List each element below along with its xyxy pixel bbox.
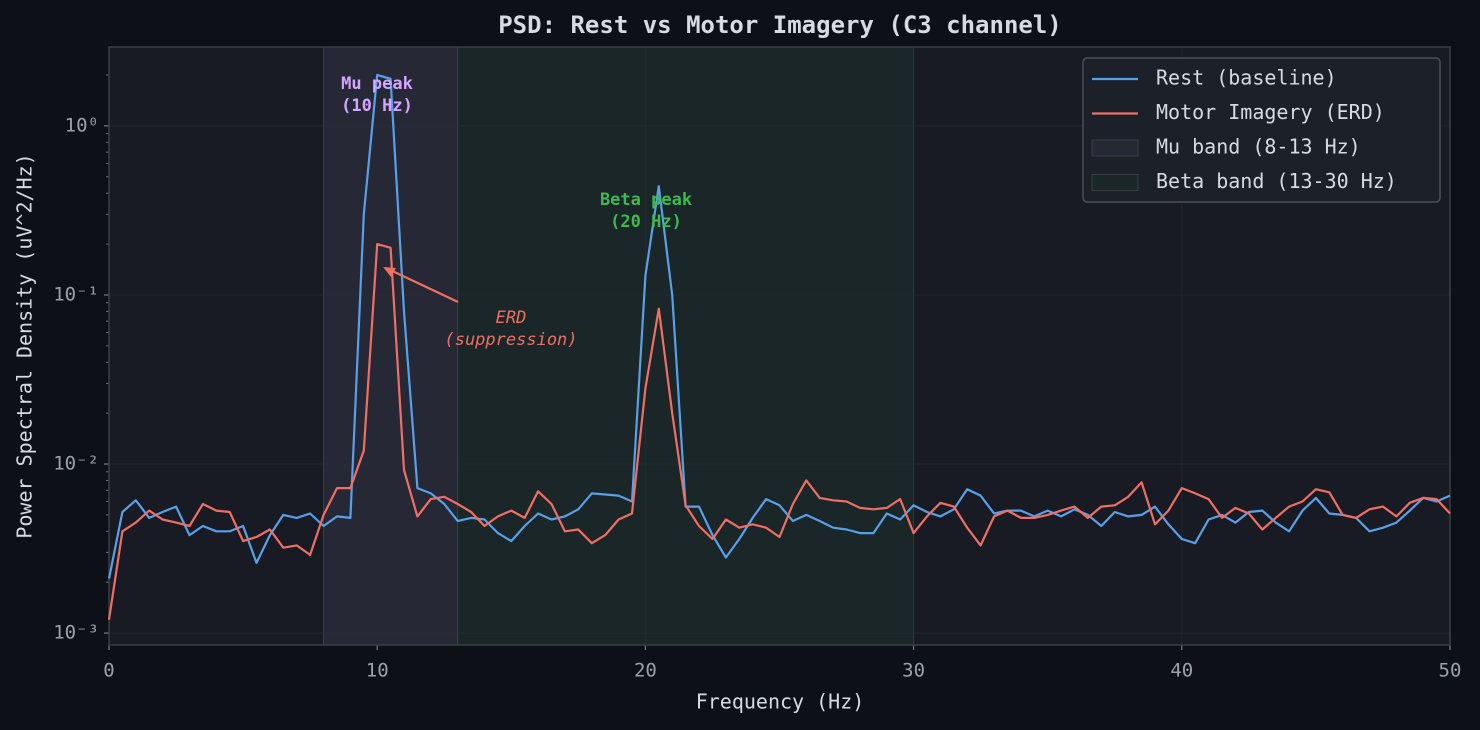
legend-label: Motor Imagery (ERD) — [1156, 100, 1385, 124]
annotation-arrow — [385, 267, 459, 303]
x-tick-label: 10 — [366, 660, 389, 682]
x-tick-label: 40 — [1170, 660, 1193, 682]
annotation: (20 Hz) — [610, 212, 682, 232]
legend-swatch — [1091, 139, 1139, 157]
y-tick-label: 10⁻² — [53, 453, 99, 475]
band — [323, 46, 459, 646]
annotation-arrowhead — [383, 267, 396, 277]
legend-label: Rest (baseline) — [1156, 66, 1337, 90]
y-tick-label: 10⁻³ — [53, 622, 99, 644]
x-tick-label: 50 — [1439, 660, 1462, 682]
x-tick-label: 30 — [902, 660, 925, 682]
y-tick-label: 10⁻¹ — [53, 283, 99, 305]
y-tick-label: 10⁰ — [65, 114, 99, 136]
legend-label: Beta band (13-30 Hz) — [1156, 169, 1397, 193]
annotation: ERD — [496, 308, 527, 328]
series-line — [107, 243, 1451, 620]
legend-swatch — [1091, 174, 1139, 191]
annotation: Mu peak — [341, 74, 413, 94]
legend-label: Mu band (8-13 Hz) — [1156, 135, 1361, 159]
x-tick-label: 0 — [103, 660, 114, 682]
annotation: (10 Hz) — [341, 96, 413, 116]
y-axis-label: Power Spectral Density (uV^2/Hz) — [13, 153, 37, 538]
x-axis-label: Frequency (Hz) — [696, 690, 865, 714]
legend-box — [1082, 57, 1441, 203]
band — [457, 46, 915, 646]
annotation: Beta peak — [600, 190, 692, 210]
x-tick-label: 20 — [634, 660, 657, 682]
series-line — [107, 73, 1451, 579]
annotation: (suppression) — [444, 330, 577, 350]
plot-frame — [108, 46, 1451, 646]
chart-title: PSD: Rest vs Motor Imagery (C3 channel) — [498, 11, 1062, 39]
